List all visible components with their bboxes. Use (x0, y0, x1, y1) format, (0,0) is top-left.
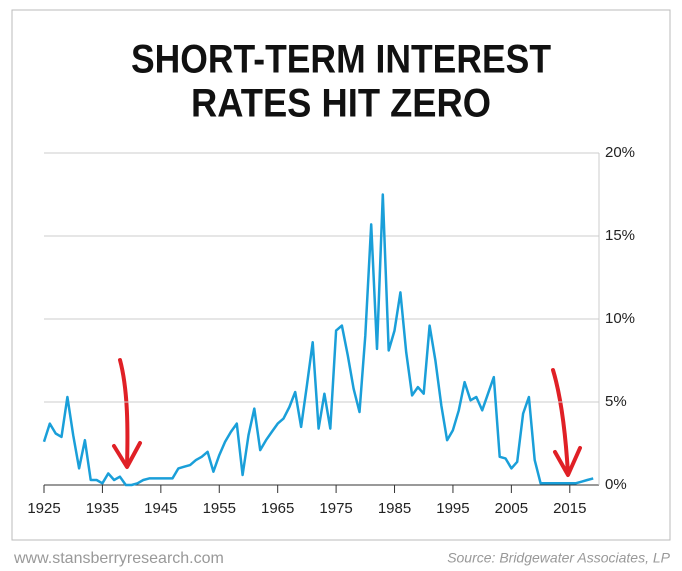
x-tick-label: 1985 (378, 500, 411, 517)
x-tick-label: 2015 (553, 500, 586, 517)
source: Source: Bridgewater Associates, LP (447, 550, 670, 566)
x-tick-label: 1975 (319, 500, 352, 517)
x-tick-label: 1945 (144, 500, 177, 517)
chart-title: SHORT-TERM INTEREST (131, 38, 551, 82)
y-tick-label: 0% (605, 476, 627, 493)
x-tick-label: 1925 (27, 500, 60, 517)
x-tick-label: 2005 (495, 500, 528, 517)
website: www.stansberryresearch.com (13, 550, 224, 567)
y-tick-label: 20% (605, 144, 635, 161)
x-tick-label: 1955 (203, 500, 236, 517)
y-tick-label: 10% (605, 310, 635, 327)
frame (11, 9, 671, 541)
y-tick-label: 5% (605, 393, 627, 410)
y-tick-label: 15% (605, 227, 635, 244)
line (42, 193, 594, 487)
chart-title: RATES HIT ZERO (191, 82, 491, 126)
x-tick-label: 1935 (86, 500, 119, 517)
x-tick-label: 1995 (436, 500, 469, 517)
x-tick-label: 1965 (261, 500, 294, 517)
arrow (112, 358, 582, 477)
